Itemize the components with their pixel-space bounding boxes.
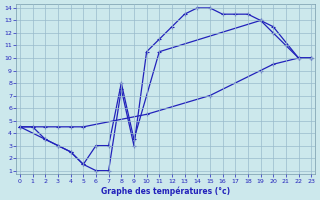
- X-axis label: Graphe des températures (°c): Graphe des températures (°c): [101, 186, 230, 196]
